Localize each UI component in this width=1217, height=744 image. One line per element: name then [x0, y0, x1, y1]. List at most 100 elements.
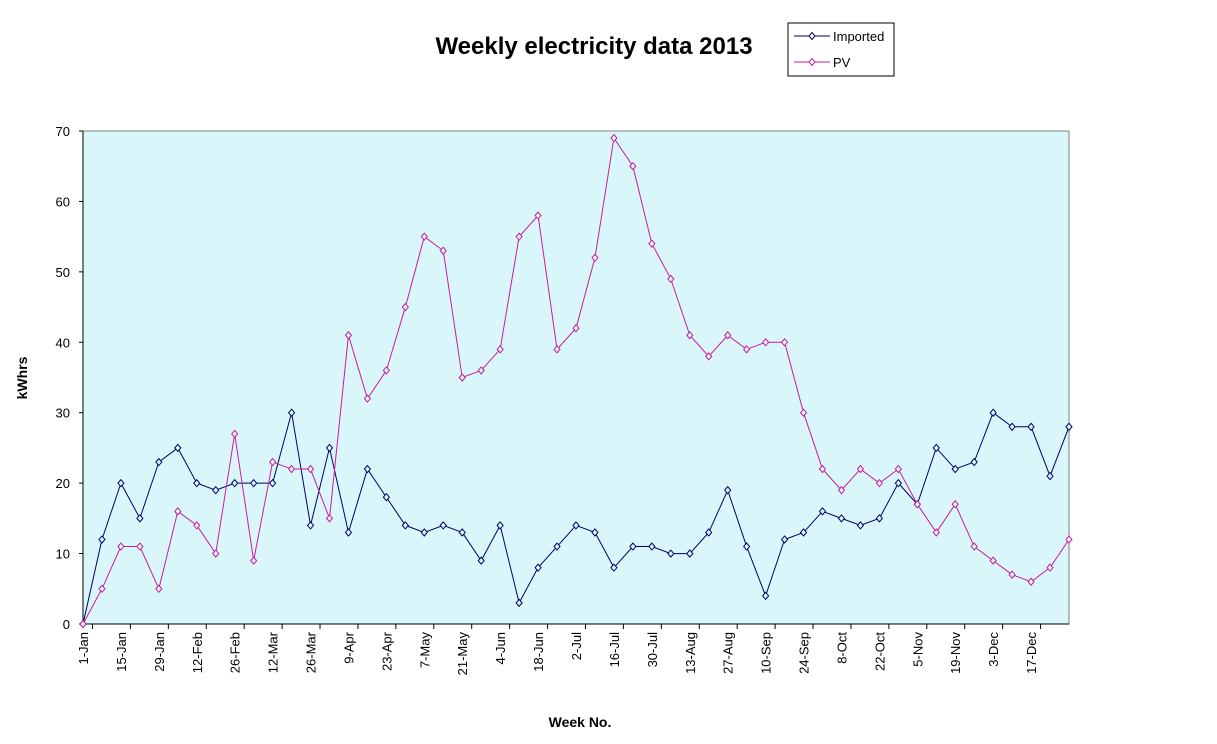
data-point	[837, 514, 846, 523]
data-point	[989, 408, 997, 417]
x-tick-label: 26-Mar	[304, 631, 319, 673]
x-tick-label: 18-Jun	[531, 632, 546, 672]
data-point	[193, 478, 201, 488]
data-point	[534, 211, 542, 220]
data-point	[439, 246, 447, 255]
x-tick-label: 5-Nov	[910, 632, 925, 667]
data-point	[1046, 471, 1054, 481]
data-point	[117, 542, 125, 551]
data-point	[610, 563, 618, 572]
data-point	[629, 161, 637, 171]
data-point	[1027, 577, 1035, 587]
data-point	[648, 542, 656, 551]
data-point	[363, 394, 372, 403]
data-point	[98, 584, 106, 594]
data-point	[970, 457, 978, 467]
y-tick-label: 20	[56, 476, 70, 491]
data-point	[989, 556, 997, 565]
data-point	[724, 330, 732, 340]
data-point	[856, 464, 865, 474]
x-tick-label: 16-Jul	[607, 632, 622, 668]
y-tick-label: 60	[56, 194, 70, 209]
data-point	[667, 549, 675, 558]
data-point	[780, 338, 789, 347]
data-point	[212, 485, 220, 495]
data-point	[553, 345, 561, 354]
data-point	[515, 598, 523, 608]
data-point	[629, 542, 637, 551]
data-point	[458, 528, 466, 537]
x-tick-label: 1-Jan	[76, 632, 91, 665]
data-point	[610, 133, 618, 143]
data-point	[837, 485, 846, 495]
data-point	[98, 535, 106, 544]
data-point	[249, 556, 258, 565]
x-axis: 1-Jan 15-Jan 29-Jan 12-Feb 26-Feb 12-Mar 26-Ma…	[76, 623, 1069, 675]
data-point	[572, 323, 580, 333]
data-point	[742, 345, 751, 354]
x-tick-label: 27-Aug	[721, 632, 736, 674]
data-point	[155, 457, 163, 467]
data-point	[1008, 422, 1016, 432]
y-axis: 0 10 20 30 40 50 60 70	[56, 124, 84, 632]
chart-title: Weekly electricity data 2013	[435, 33, 752, 60]
data-point	[477, 366, 485, 375]
legend-label: PV	[833, 55, 851, 70]
data-point	[287, 464, 296, 474]
data-point	[970, 542, 978, 551]
y-tick-label: 30	[56, 406, 70, 421]
data-point	[951, 500, 959, 509]
data-point	[458, 373, 466, 382]
data-point	[894, 478, 903, 488]
data-point	[1046, 563, 1054, 572]
data-point	[591, 253, 599, 263]
data-point	[325, 514, 334, 523]
data-point	[553, 542, 561, 551]
data-point	[249, 478, 258, 488]
data-point	[648, 239, 656, 248]
data-point	[591, 528, 599, 537]
data-point	[136, 514, 144, 523]
data-point	[742, 542, 751, 551]
data-point	[136, 542, 144, 551]
data-point	[1065, 422, 1073, 432]
data-point	[231, 429, 239, 439]
y-tick-label: 0	[63, 617, 70, 632]
series-pv	[79, 133, 1073, 629]
x-tick-label: 15-Jan	[114, 632, 129, 672]
data-point	[799, 408, 808, 417]
data-point	[667, 274, 675, 284]
data-point	[515, 232, 523, 241]
data-point	[287, 408, 296, 417]
data-point	[382, 366, 391, 375]
data-point	[572, 521, 580, 530]
data-point	[780, 535, 789, 544]
data-point	[761, 338, 770, 347]
data-point	[477, 556, 485, 565]
x-tick-label: 19-Nov	[948, 632, 963, 674]
data-point	[913, 500, 921, 509]
data-point	[818, 464, 827, 474]
data-point	[875, 478, 884, 488]
data-point	[79, 619, 87, 629]
x-tick-label: 10-Sep	[759, 632, 774, 674]
data-point	[325, 443, 334, 453]
data-point	[686, 549, 694, 558]
data-point	[401, 521, 410, 530]
data-point	[344, 330, 353, 340]
data-point	[1008, 570, 1016, 579]
data-point	[363, 464, 372, 474]
data-point	[496, 345, 504, 354]
series-imported	[79, 408, 1073, 629]
legend-entry-pv: PV	[794, 55, 851, 70]
legend-label: Imported	[833, 29, 884, 44]
x-tick-label: 3-Dec	[986, 632, 1001, 667]
x-tick-label: 2-Jul	[569, 632, 584, 660]
data-point	[420, 232, 428, 241]
legend: Imported PV	[787, 22, 895, 77]
data-point	[174, 443, 182, 453]
legend-box	[787, 22, 895, 77]
plot-area	[82, 130, 1070, 625]
data-point	[1027, 422, 1035, 432]
data-point	[212, 549, 220, 558]
